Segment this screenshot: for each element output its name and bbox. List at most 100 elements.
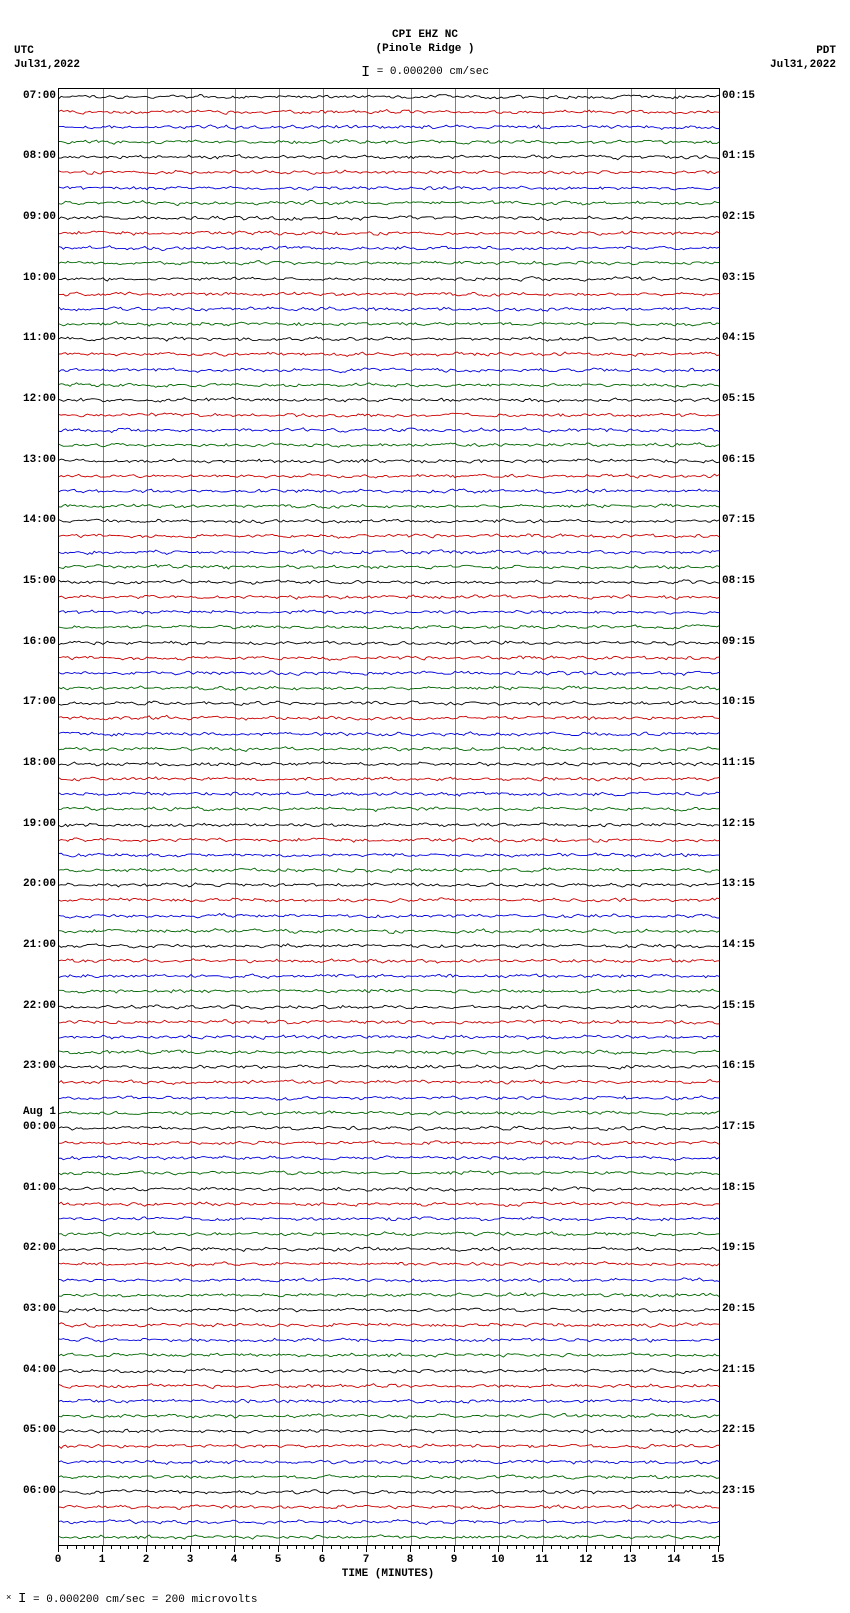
seismic-trace	[59, 612, 719, 613]
utc-hour-label: 05:00	[14, 1424, 56, 1436]
seismic-trace	[59, 1173, 719, 1174]
x-tick-label: 4	[231, 1554, 238, 1566]
utc-hour-label: 00:00	[14, 1121, 56, 1133]
seismic-trace	[59, 552, 719, 553]
seismic-trace	[59, 1234, 719, 1235]
seismic-trace	[59, 1189, 719, 1190]
seismic-trace	[59, 916, 719, 917]
seismic-trace	[59, 385, 719, 386]
seismic-trace	[59, 324, 719, 325]
utc-hour-label: 06:00	[14, 1485, 56, 1497]
seismic-trace	[59, 1007, 719, 1008]
seismic-trace	[59, 1143, 719, 1144]
x-tick-label: 2	[143, 1554, 150, 1566]
pdt-hour-label: 05:15	[722, 393, 755, 405]
utc-hour-label: 08:00	[14, 150, 56, 162]
center-header: CPI EHZ NC (Pinole Ridge )	[0, 28, 850, 57]
seismogram-plot	[58, 88, 720, 1546]
pdt-hour-label: 20:15	[722, 1303, 755, 1315]
pdt-hour-label: 13:15	[722, 878, 755, 890]
x-axis-title: TIME (MINUTES)	[58, 1568, 718, 1580]
seismic-trace	[59, 172, 719, 173]
seismic-trace	[59, 1325, 719, 1326]
seismic-trace	[59, 263, 719, 264]
pdt-hour-label: 11:15	[722, 757, 755, 769]
pdt-hour-label: 23:15	[722, 1485, 755, 1497]
seismic-trace	[59, 734, 719, 735]
seismic-trace	[59, 1264, 719, 1265]
utc-hour-label: 01:00	[14, 1182, 56, 1194]
pdt-hour-label: 09:15	[722, 636, 755, 648]
x-axis: TIME (MINUTES) 0123456789101112131415	[58, 1546, 718, 1576]
pdt-hour-label: 15:15	[722, 1000, 755, 1012]
seismic-trace	[59, 203, 719, 204]
x-tick-label: 12	[579, 1554, 592, 1566]
seismic-trace	[59, 1477, 719, 1478]
utc-hour-label: 13:00	[14, 454, 56, 466]
seismic-trace	[59, 218, 719, 219]
seismic-trace	[59, 97, 719, 98]
pdt-hour-label: 08:15	[722, 575, 755, 587]
seismic-trace	[59, 279, 719, 280]
pdt-hour-label: 16:15	[722, 1060, 755, 1072]
seismic-trace	[59, 1295, 719, 1296]
x-tick-label: 14	[667, 1554, 680, 1566]
seismic-trace	[59, 1082, 719, 1083]
seismic-trace	[59, 1401, 719, 1402]
seismic-trace	[59, 354, 719, 355]
utc-hour-label: 02:00	[14, 1242, 56, 1254]
seismic-trace	[59, 1340, 719, 1341]
seismic-trace	[59, 658, 719, 659]
scale-text: = 0.000200 cm/sec	[377, 66, 489, 78]
seismic-trace	[59, 188, 719, 189]
footer-scale: × I = 0.000200 cm/sec = 200 microvolts	[6, 1591, 257, 1607]
seismic-trace	[59, 1507, 719, 1508]
seismic-trace	[59, 157, 719, 158]
seismic-trace	[59, 1022, 719, 1023]
station-location: (Pinole Ridge )	[0, 42, 850, 56]
seismic-trace	[59, 309, 719, 310]
utc-hour-label: 17:00	[14, 696, 56, 708]
seismic-trace	[59, 339, 719, 340]
seismic-trace	[59, 491, 719, 492]
x-tick-label: 0	[55, 1554, 62, 1566]
pdt-hour-label: 00:15	[722, 90, 755, 102]
utc-hour-label: 23:00	[14, 1060, 56, 1072]
seismic-trace	[59, 673, 719, 674]
right-tz: PDT	[770, 44, 836, 58]
utc-hour-label: 04:00	[14, 1364, 56, 1376]
seismic-trace	[59, 1204, 719, 1205]
utc-hour-label: 20:00	[14, 878, 56, 890]
seismic-trace	[59, 294, 719, 295]
seismic-trace	[59, 415, 719, 416]
seismogram-container: UTC Jul31,2022 CPI EHZ NC (Pinole Ridge …	[0, 0, 850, 1613]
x-tick-label: 6	[319, 1554, 326, 1566]
seismic-trace	[59, 855, 719, 856]
seismic-trace	[59, 688, 719, 689]
seismic-trace	[59, 1310, 719, 1311]
utc-hour-label: 09:00	[14, 211, 56, 223]
utc-hour-label: 03:00	[14, 1303, 56, 1315]
pdt-hour-label: 19:15	[722, 1242, 755, 1254]
utc-hour-label: 14:00	[14, 514, 56, 526]
seismic-trace	[59, 961, 719, 962]
seismic-trace	[59, 1446, 719, 1447]
seismic-trace	[59, 885, 719, 886]
seismic-trace	[59, 248, 719, 249]
seismic-trace	[59, 794, 719, 795]
seismic-trace	[59, 1219, 719, 1220]
station-code: CPI EHZ NC	[0, 28, 850, 42]
seismic-trace	[59, 1431, 719, 1432]
seismic-trace	[59, 976, 719, 977]
footer-text: = 0.000200 cm/sec = 200 microvolts	[33, 1594, 257, 1606]
seismic-trace	[59, 597, 719, 598]
utc-hour-label: 18:00	[14, 757, 56, 769]
seismic-trace	[59, 1280, 719, 1281]
utc-hour-label: 11:00	[14, 332, 56, 344]
seismic-trace	[59, 1371, 719, 1372]
seismic-trace	[59, 900, 719, 901]
seismic-trace	[59, 991, 719, 992]
utc-hour-label: 22:00	[14, 1000, 56, 1012]
pdt-hour-label: 04:15	[722, 332, 755, 344]
seismic-trace	[59, 582, 719, 583]
